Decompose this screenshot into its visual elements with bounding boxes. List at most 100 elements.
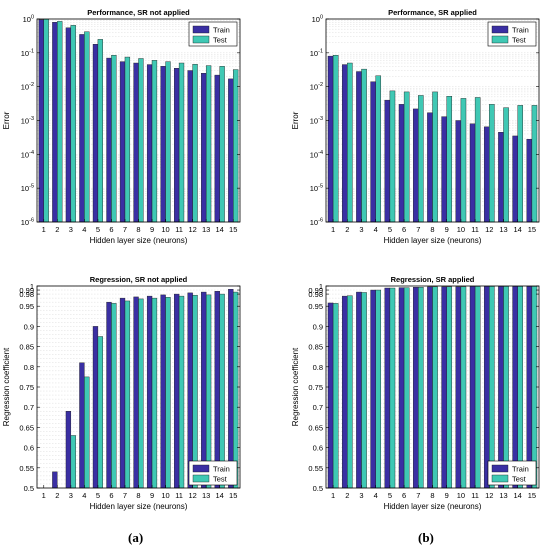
bar-test-4: [375, 75, 382, 223]
bar-train-7: [412, 287, 419, 489]
bar-train-1: [327, 302, 334, 489]
chart-title: Performance, SR not applied: [87, 8, 190, 17]
bar-test-10: [165, 61, 171, 223]
x-tick-label: 15: [528, 225, 536, 234]
bar-test-11: [178, 295, 185, 489]
bar-train-11: [469, 286, 476, 489]
bar-test-9: [446, 96, 453, 223]
x-tick-label: 4: [374, 491, 378, 500]
y-tick-label: 10-4: [310, 150, 323, 160]
bar-test-3: [361, 292, 367, 489]
bar-test-6: [111, 303, 117, 489]
y-tick-label: 0.85: [19, 343, 34, 352]
bar-test-2: [57, 21, 63, 223]
bar-test-5: [97, 39, 103, 223]
x-tick-label: 12: [188, 491, 196, 500]
x-tick-label: 12: [188, 225, 196, 234]
legend-swatch-test: [192, 474, 210, 483]
legend-label-test: Test: [512, 475, 527, 484]
y-tick-label: 0.98: [308, 290, 323, 299]
x-tick-label: 10: [457, 225, 465, 234]
x-axis-label: Hidden layer size (neurons): [90, 502, 188, 511]
bar-test-13: [503, 107, 509, 223]
y-tick-label: 0.99: [308, 286, 323, 295]
bar-test-15: [233, 69, 239, 223]
bar-test-8: [138, 58, 144, 223]
chart-reg-no-sr: 0.5 0.55 0.6 0.65 0.7 0.75 0.8 0.85 0.9 0.95 0.980…: [2, 275, 241, 511]
bar-test-8: [138, 298, 144, 489]
y-axis-label: Error: [291, 111, 300, 129]
bar-train-5: [92, 326, 99, 489]
bar-train-8: [427, 286, 433, 489]
bar-train-9: [441, 286, 447, 489]
bar-train-8: [133, 62, 139, 223]
bar-train-14: [214, 291, 220, 489]
x-tick-label: 5: [96, 491, 100, 500]
bar-train-2: [341, 64, 348, 223]
y-tick-label: 0.5: [313, 484, 323, 493]
bar-train-3: [65, 411, 72, 489]
bar-train-10: [455, 120, 462, 223]
bar-test-2: [347, 295, 353, 489]
bar-test-15: [531, 105, 538, 223]
bar-test-1: [43, 19, 49, 223]
legend-swatch-train: [491, 464, 509, 473]
bar-test-3: [361, 68, 367, 223]
x-axis-label: Hidden layer size (neurons): [384, 502, 482, 511]
legend-swatch-train: [192, 25, 210, 34]
x-tick-label: 8: [430, 491, 434, 500]
bar-test-2: [347, 62, 353, 223]
bar-train-12: [483, 126, 490, 223]
bar-test-6: [111, 55, 117, 223]
bar-train-5: [384, 287, 391, 489]
y-tick-label: 10-4: [21, 150, 34, 160]
bar-test-4: [84, 376, 90, 489]
y-tick-label: 10-6: [310, 218, 323, 228]
y-axis-label: Regression coefficient: [2, 347, 11, 426]
bar-test-15: [233, 291, 239, 489]
legend-label-test: Test: [213, 475, 228, 484]
bar-train-3: [356, 291, 362, 489]
y-tick-label: 10-2: [21, 82, 34, 92]
bar-test-14: [219, 293, 225, 489]
x-axis-label: Hidden layer size (neurons): [384, 236, 482, 245]
bar-train-6: [106, 301, 112, 489]
x-tick-label: 7: [416, 491, 420, 500]
x-tick-label: 4: [82, 491, 86, 500]
bar-train-6: [398, 287, 405, 489]
x-tick-label: 7: [416, 225, 420, 234]
x-tick-label: 11: [471, 491, 479, 500]
x-tick-label: 14: [216, 225, 224, 234]
bar-test-5: [389, 90, 396, 223]
bar-train-5: [92, 44, 99, 223]
x-tick-label: 13: [202, 491, 210, 500]
bar-test-10: [165, 297, 171, 489]
x-tick-label: 8: [136, 491, 140, 500]
bar-train-13: [201, 72, 207, 223]
x-tick-label: 15: [229, 225, 237, 234]
bar-train-15: [228, 78, 234, 223]
y-tick-label: 100: [23, 15, 34, 25]
x-tick-label: 11: [175, 491, 183, 500]
chart-reg-sr: 0.5 0.55 0.6 0.65 0.7 0.75 0.8 0.85 0.9 0.95 0.980…: [291, 275, 540, 511]
bar-train-1: [327, 55, 334, 223]
y-tick-label: 0.55: [19, 464, 34, 473]
bar-test-6: [403, 287, 410, 489]
bar-test-12: [489, 286, 495, 489]
chart-title: Regression, SR not applied: [90, 275, 188, 284]
x-tick-label: 14: [514, 491, 522, 500]
x-tick-label: 1: [42, 225, 46, 234]
y-tick-label: 0.7: [24, 403, 34, 412]
bar-test-1: [332, 303, 339, 489]
bar-train-7: [119, 61, 126, 223]
bar-test-10: [460, 98, 467, 223]
bar-train-3: [356, 71, 362, 223]
bar-train-3: [65, 27, 72, 223]
x-tick-label: 2: [345, 491, 349, 500]
x-tick-label: 4: [82, 225, 86, 234]
bar-test-9: [446, 286, 453, 489]
legend-label-train: Train: [512, 26, 529, 35]
